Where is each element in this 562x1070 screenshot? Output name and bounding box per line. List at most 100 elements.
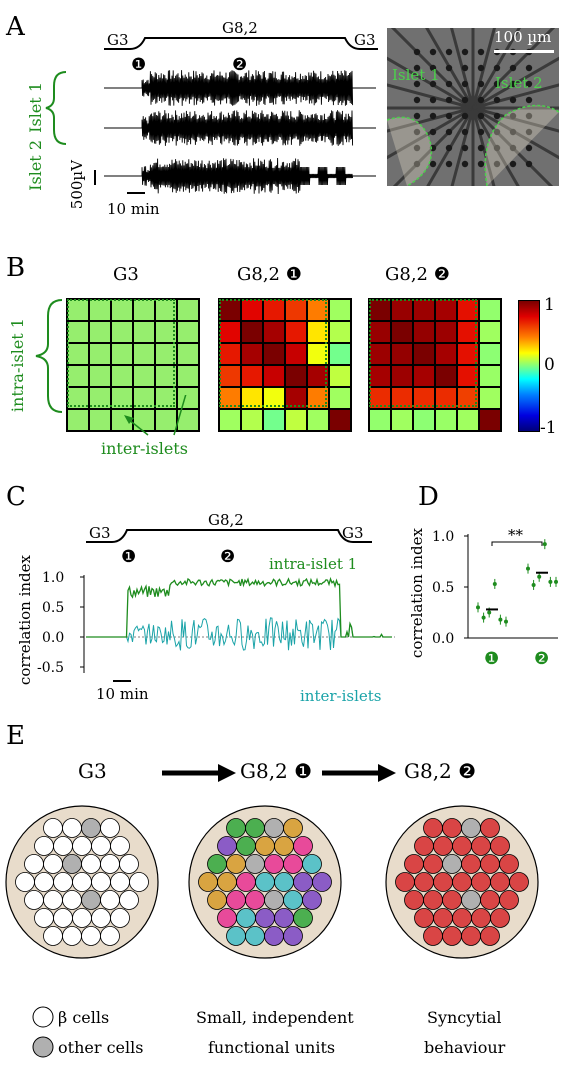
e-islet-1-cell-29 bbox=[236, 908, 256, 928]
panel-c-letter: C bbox=[6, 482, 26, 512]
heat-0-cell-4-2 bbox=[111, 387, 133, 409]
heat-2-cell-3-2 bbox=[413, 365, 435, 387]
micro-electrode bbox=[509, 96, 517, 104]
heat-1-cell-2-4 bbox=[307, 343, 329, 365]
e-islet-0-cell-35 bbox=[81, 926, 101, 946]
c-marker-1: ❶ bbox=[121, 547, 136, 567]
e-islet-2-cell-30 bbox=[452, 908, 472, 928]
e-legend-other: other cells bbox=[58, 1038, 144, 1057]
micro-track bbox=[392, 106, 475, 186]
e-islet-1-cell-26 bbox=[283, 890, 303, 910]
heat-1-cell-4-4 bbox=[307, 387, 329, 409]
e-islet-2-cell-31 bbox=[471, 908, 491, 928]
micro-electrode bbox=[509, 80, 517, 88]
heat-1-cell-5-1 bbox=[241, 409, 263, 431]
d-point-0-3 bbox=[492, 581, 497, 586]
e-islet-1-cell-0 bbox=[226, 818, 246, 838]
micro-electrode bbox=[413, 112, 421, 120]
micro-track bbox=[472, 106, 559, 160]
c-cond-g3-left: G3 bbox=[89, 524, 111, 542]
micro-electrode bbox=[461, 64, 469, 72]
heat-1-cell-0-5 bbox=[329, 299, 351, 321]
e-islet-1-cell-1 bbox=[245, 818, 265, 838]
a-marker-1: ❶ bbox=[131, 55, 146, 75]
e-islet-2-cell-5 bbox=[433, 836, 453, 856]
micro-electrode bbox=[429, 64, 437, 72]
e-islet-1-cell-30 bbox=[255, 908, 275, 928]
heat-2-cell-2-2 bbox=[413, 343, 435, 365]
micro-electrode bbox=[493, 80, 501, 88]
panel-d-chart: 1.0 0.5 0.0 ** ❶ ❷ bbox=[432, 526, 558, 669]
e-islet-0-cell-6 bbox=[72, 836, 92, 856]
e-islet-2-cell-13 bbox=[480, 854, 500, 874]
a-trace-3 bbox=[104, 157, 376, 195]
e-islet-0-cell-20 bbox=[110, 872, 130, 892]
heat-0-cell-5-0 bbox=[67, 409, 89, 431]
heat-2-cell-1-1 bbox=[391, 321, 413, 343]
e-islet-0-cell-9 bbox=[24, 854, 44, 874]
micro-electrode bbox=[413, 160, 421, 168]
b-title-g3: G3 bbox=[113, 264, 139, 285]
e-islet-2-cell-3 bbox=[480, 818, 500, 838]
heat-2-cell-3-3 bbox=[435, 365, 457, 387]
micro-track bbox=[472, 106, 559, 133]
micro-electrode bbox=[445, 48, 453, 56]
e-islet-2-cell-4 bbox=[414, 836, 434, 856]
e-islet-0-cell-36 bbox=[100, 926, 120, 946]
micro-electrode bbox=[461, 80, 469, 88]
heat-2-cell-5-1 bbox=[391, 409, 413, 431]
micro-electrode bbox=[429, 112, 437, 120]
c-series-intra: intra-islet 1 bbox=[269, 555, 357, 573]
micro-electrode bbox=[429, 128, 437, 136]
b-intra-brace bbox=[35, 299, 63, 413]
e-islet-2-cell-0 bbox=[423, 818, 443, 838]
heat-0-cell-0-5 bbox=[177, 299, 199, 321]
heatmap-g3 bbox=[66, 298, 200, 432]
heat-2-cell-3-5 bbox=[479, 365, 501, 387]
heat-0-cell-3-5 bbox=[177, 365, 199, 387]
panel-a-letter: A bbox=[6, 12, 25, 42]
micro-electrode bbox=[477, 112, 485, 120]
micro-electrode bbox=[493, 128, 501, 136]
heat-0-cell-5-5 bbox=[177, 409, 199, 431]
b-intra-outline-1 bbox=[219, 299, 327, 407]
d-point-0-2 bbox=[487, 610, 492, 615]
heat-1-cell-2-3 bbox=[285, 343, 307, 365]
e-islet-0-cell-5 bbox=[53, 836, 73, 856]
d-point-1-1 bbox=[531, 582, 536, 587]
micro-electrode bbox=[477, 144, 485, 152]
micro-electrode bbox=[429, 96, 437, 104]
heat-0-cell-4-1 bbox=[89, 387, 111, 409]
e-islet-0-cell-14 bbox=[119, 854, 139, 874]
e-title-g82-1: G8,2 ❶ bbox=[240, 759, 313, 783]
micro-electrode bbox=[461, 96, 469, 104]
heat-2-cell-4-3 bbox=[435, 387, 457, 409]
a-cond-g3-left: G3 bbox=[107, 31, 129, 49]
heat-1-cell-4-5 bbox=[329, 387, 351, 409]
heat-2-cell-2-1 bbox=[391, 343, 413, 365]
heat-1-cell-4-1 bbox=[241, 387, 263, 409]
heat-0-cell-5-3 bbox=[133, 409, 155, 431]
heat-1-cell-5-5 bbox=[329, 409, 351, 431]
micro-electrode bbox=[477, 80, 485, 88]
heat-2-cell-1-2 bbox=[413, 321, 435, 343]
heat-2-cell-3-4 bbox=[457, 365, 479, 387]
a-islet1-label: Islet 1 bbox=[26, 82, 45, 133]
heat-0-cell-2-2 bbox=[111, 343, 133, 365]
micro-track bbox=[471, 107, 520, 186]
heat-2-cell-5-3 bbox=[435, 409, 457, 431]
micro-electrode bbox=[413, 80, 421, 88]
micro-electrode bbox=[445, 64, 453, 72]
e-islet-1-cell-19 bbox=[274, 872, 294, 892]
e-islet-1-cell-10 bbox=[226, 854, 246, 874]
heat-0-cell-5-1 bbox=[89, 409, 111, 431]
e-islet-0-cell-26 bbox=[100, 890, 120, 910]
d-point-0-1 bbox=[481, 615, 486, 620]
e-islet-1-cell-3 bbox=[283, 818, 303, 838]
e-islet-1-cell-24 bbox=[245, 890, 265, 910]
heat-0-cell-2-5 bbox=[177, 343, 199, 365]
heat-2-cell-2-3 bbox=[435, 343, 457, 365]
e-islet-0-cell-7 bbox=[91, 836, 111, 856]
e-islets bbox=[5, 805, 539, 959]
heat-0-cell-3-3 bbox=[133, 365, 155, 387]
